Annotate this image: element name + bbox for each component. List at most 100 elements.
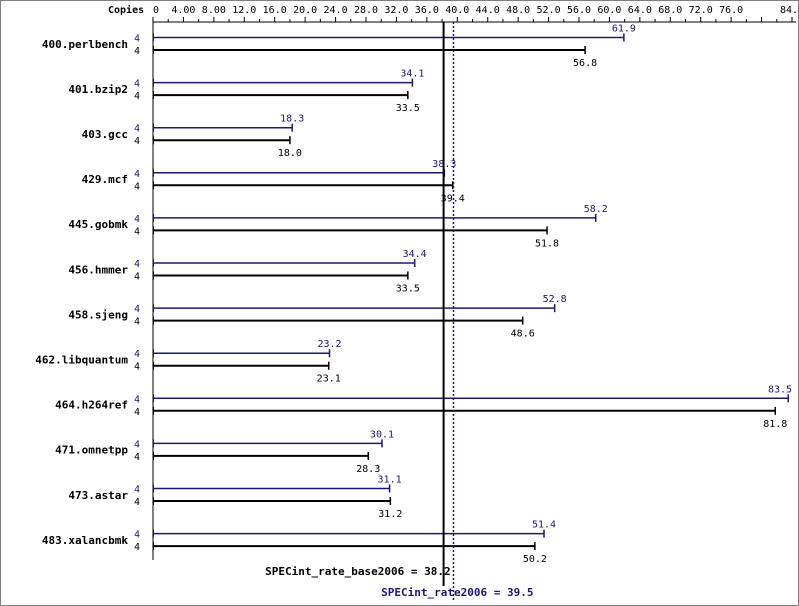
- benchmark-label: 473.astar: [68, 489, 128, 502]
- mean-lines: SPECint_rate_base2006 = 38.2 SPECint_rate…: [265, 22, 533, 600]
- peak-copies-label: 4: [134, 169, 140, 180]
- peak-value-label: 51.4: [532, 520, 556, 531]
- benchmark-label: 403.gcc: [82, 128, 128, 141]
- peak-copies-label: 4: [134, 259, 140, 270]
- benchmark-label: 483.xalancbmk: [42, 534, 128, 547]
- peak-value-label: 58.2: [584, 204, 608, 215]
- base-copies-label: 4: [134, 136, 140, 147]
- base-copies-label: 4: [134, 497, 140, 508]
- benchmark-label: 458.sjeng: [68, 308, 128, 321]
- peak-copies-label: 4: [134, 214, 140, 225]
- benchmark-label: 400.perlbench: [42, 38, 128, 51]
- base-value-label: 51.8: [535, 238, 559, 249]
- peak-copies-label: 4: [134, 34, 140, 45]
- x-tick-label: 12.0: [232, 5, 256, 16]
- benchmark-row: 403.gcc 44 18.3 18.0: [82, 114, 305, 160]
- base-value-label: 31.2: [378, 509, 402, 520]
- benchmark-row: 471.omnetpp 4 4 30.1 28.3: [55, 429, 394, 475]
- benchmark-row: 458.sjeng 4 4 52.8 48.6: [68, 294, 566, 340]
- benchmark-row: 483.xalancbmk 44 51.4 50.2: [42, 520, 556, 566]
- benchmark-row: 462.libquantum 4 4 23.2 23.1: [35, 339, 341, 385]
- peak-copies-label: 4: [134, 124, 140, 135]
- base-value-label: 56.8: [573, 58, 597, 69]
- base-value-label: 33.5: [396, 103, 420, 114]
- peak-value-label: 23.2: [317, 339, 341, 350]
- x-axis: 0 4.00 8.00 12.0 16.0 20.0 24.0 28.0 32.0 36.0 40.…: [152, 5, 799, 560]
- x-tick-label: 8.00: [202, 5, 226, 16]
- peak-value-label: 34.1: [400, 69, 424, 80]
- benchmark-label: 429.mcf: [82, 173, 128, 186]
- benchmark-row: 456.hmmer 4 4 34.4 33.5: [68, 249, 426, 295]
- x-tick-label: 76.0: [719, 5, 743, 16]
- x-tick-label: 16.0: [263, 5, 287, 16]
- base-copies-label: 4: [134, 317, 140, 328]
- x-tick-label: 48.0: [506, 5, 530, 16]
- x-tick-label: 64.0: [628, 5, 652, 16]
- base-value-label: 18.0: [278, 148, 302, 159]
- x-tick-label: 32.0: [384, 5, 408, 16]
- base-copies-label: 4: [134, 452, 140, 463]
- benchmark-label: 401.bzip2: [68, 83, 128, 96]
- x-tick-label: 4.00: [171, 5, 195, 16]
- peak-mean-label: SPECint_rate2006 = 39.5: [381, 586, 533, 599]
- peak-value-label: 31.1: [378, 475, 402, 486]
- x-tick-label: 56.0: [567, 5, 591, 16]
- base-copies-label: 4: [134, 91, 140, 102]
- base-value-label: 48.6: [511, 329, 535, 340]
- peak-value-label: 34.4: [403, 249, 427, 260]
- base-copies-label: 4: [134, 226, 140, 237]
- benchmark-label: 445.gobmk: [68, 218, 128, 231]
- base-copies-label: 4: [134, 362, 140, 373]
- base-value-label: 23.1: [317, 374, 341, 385]
- peak-copies-label: 4: [134, 530, 140, 541]
- copies-header: Copies: [108, 4, 144, 16]
- x-tick-label: 0: [153, 5, 159, 16]
- benchmark-row: 401.bzip2 44 34.1 33.5: [68, 69, 424, 115]
- benchmark-row: 445.gobmk 44 58.2 51.8: [68, 204, 607, 250]
- peak-copies-label: 4: [134, 394, 140, 405]
- peak-value-label: 83.5: [768, 384, 792, 395]
- peak-copies-label: 4: [134, 349, 140, 360]
- peak-copies-label: 4: [134, 304, 140, 315]
- x-tick-label: 72.0: [689, 5, 713, 16]
- base-value-label: 28.3: [356, 464, 380, 475]
- peak-value-label: 30.1: [370, 429, 394, 440]
- x-tick-label: 44.0: [476, 5, 500, 16]
- peak-copies-label: 4: [134, 485, 140, 496]
- peak-value-label: 61.9: [612, 24, 636, 35]
- peak-value-label: 18.3: [280, 114, 304, 125]
- benchmark-label: 464.h264ref: [55, 399, 128, 412]
- benchmark-label: 456.hmmer: [68, 263, 128, 276]
- base-copies-label: 4: [134, 272, 140, 283]
- benchmark-row: 473.astar 44 31.1 31.2: [68, 475, 402, 521]
- base-mean-label: SPECint_rate_base2006 = 38.2: [265, 565, 450, 578]
- base-value-label: 81.8: [763, 419, 787, 430]
- base-value-label: 33.5: [396, 284, 420, 295]
- peak-value-label: 52.8: [543, 294, 567, 305]
- x-tick-label: 84.0: [780, 5, 799, 16]
- peak-copies-label: 4: [134, 79, 140, 90]
- x-tick-label: 20.0: [293, 5, 317, 16]
- x-tick-label: 52.0: [537, 5, 561, 16]
- x-tick-label: 36.0: [415, 5, 439, 16]
- x-tick-label: 28.0: [354, 5, 378, 16]
- base-value-label: 50.2: [523, 554, 547, 565]
- x-tick-label: 60.0: [597, 5, 621, 16]
- x-tick-label: 40.0: [445, 5, 469, 16]
- base-copies-label: 4: [134, 46, 140, 57]
- peak-copies-label: 4: [134, 439, 140, 450]
- benchmark-row: 464.h264ref 4 4 83.5 81.8: [55, 384, 792, 430]
- x-tick-label: 24.0: [324, 5, 348, 16]
- base-copies-label: 4: [134, 407, 140, 418]
- x-tick-label: 68.0: [658, 5, 682, 16]
- base-copies-label: 4: [134, 181, 140, 192]
- base-value-label: 39.4: [441, 193, 465, 204]
- base-copies-label: 4: [134, 542, 140, 553]
- benchmark-label: 471.omnetpp: [55, 444, 128, 457]
- benchmark-label: 462.libquantum: [35, 353, 128, 366]
- benchmark-row: 400.perlbench 44 61.9 56.8: [42, 24, 636, 70]
